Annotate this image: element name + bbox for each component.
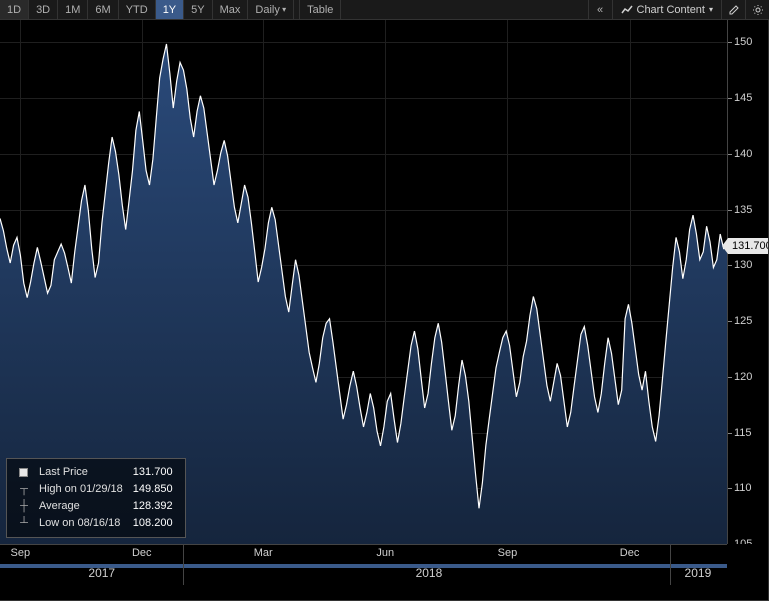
x-month-label: Jun — [376, 547, 394, 559]
legend-row-last: Last Price 131.700 — [15, 465, 177, 480]
x-year-label: 2017 — [88, 566, 115, 580]
edit-icon[interactable] — [721, 0, 745, 19]
timeframe-ytd[interactable]: YTD — [119, 0, 156, 19]
legend-row-low: ┴ Low on 08/16/18 108.200 — [15, 516, 177, 531]
interval-dropdown[interactable]: Daily — [248, 0, 294, 19]
timeframe-6m[interactable]: 6M — [88, 0, 118, 19]
chart-icon — [621, 4, 633, 16]
last-price-flag: 131.700 — [728, 238, 769, 254]
y-tick: 115 — [728, 426, 769, 440]
table-button[interactable]: Table — [300, 0, 341, 19]
y-tick: 135 — [728, 203, 769, 217]
y-axis: 105110115120125130135140145150131.700 — [727, 20, 769, 544]
x-month-label: Mar — [254, 547, 273, 559]
y-tick: 120 — [728, 370, 769, 384]
high-icon: ┬ — [19, 482, 29, 497]
timeframe-3d[interactable]: 3D — [29, 0, 58, 19]
x-year-label: 2018 — [416, 566, 443, 580]
chart-content-dropdown[interactable]: Chart Content ▾ — [612, 0, 722, 19]
x-year-label: 2019 — [685, 566, 712, 580]
collapse-icon[interactable]: « — [588, 0, 612, 19]
y-tick: 125 — [728, 314, 769, 328]
square-icon — [19, 468, 28, 477]
timeframe-1d[interactable]: 1D — [0, 0, 29, 19]
x-month-label: Sep — [11, 547, 31, 559]
timeframe-1y[interactable]: 1Y — [156, 0, 184, 19]
x-axis: Sep Dec Mar Jun Sep Dec 2017 2018 2019 — [0, 544, 727, 584]
x-month-label: Sep — [498, 547, 518, 559]
timeframe-max[interactable]: Max — [213, 0, 249, 19]
low-icon: ┴ — [19, 516, 29, 531]
legend-box: Last Price 131.700 ┬ High on 01/29/18 14… — [6, 458, 186, 538]
legend-row-avg: ┼ Average 128.392 — [15, 499, 177, 514]
timeframe-5y[interactable]: 5Y — [184, 0, 212, 19]
y-tick: 150 — [728, 35, 769, 49]
toolbar: 1D3D1M6MYTD1Y5YMax Daily Table « Chart C… — [0, 0, 769, 20]
timeframe-1m[interactable]: 1M — [58, 0, 88, 19]
y-tick: 140 — [728, 147, 769, 161]
x-month-label: Dec — [132, 547, 152, 559]
avg-icon: ┼ — [19, 499, 29, 514]
y-tick: 130 — [728, 258, 769, 272]
y-tick: 145 — [728, 91, 769, 105]
x-month-label: Dec — [620, 547, 640, 559]
legend-row-high: ┬ High on 01/29/18 149.850 — [15, 482, 177, 497]
plot-area[interactable]: Last Price 131.700 ┬ High on 01/29/18 14… — [0, 20, 727, 544]
timeframe-buttons: 1D3D1M6MYTD1Y5YMax — [0, 0, 248, 19]
y-tick: 110 — [728, 481, 769, 495]
gear-icon[interactable] — [745, 0, 769, 19]
